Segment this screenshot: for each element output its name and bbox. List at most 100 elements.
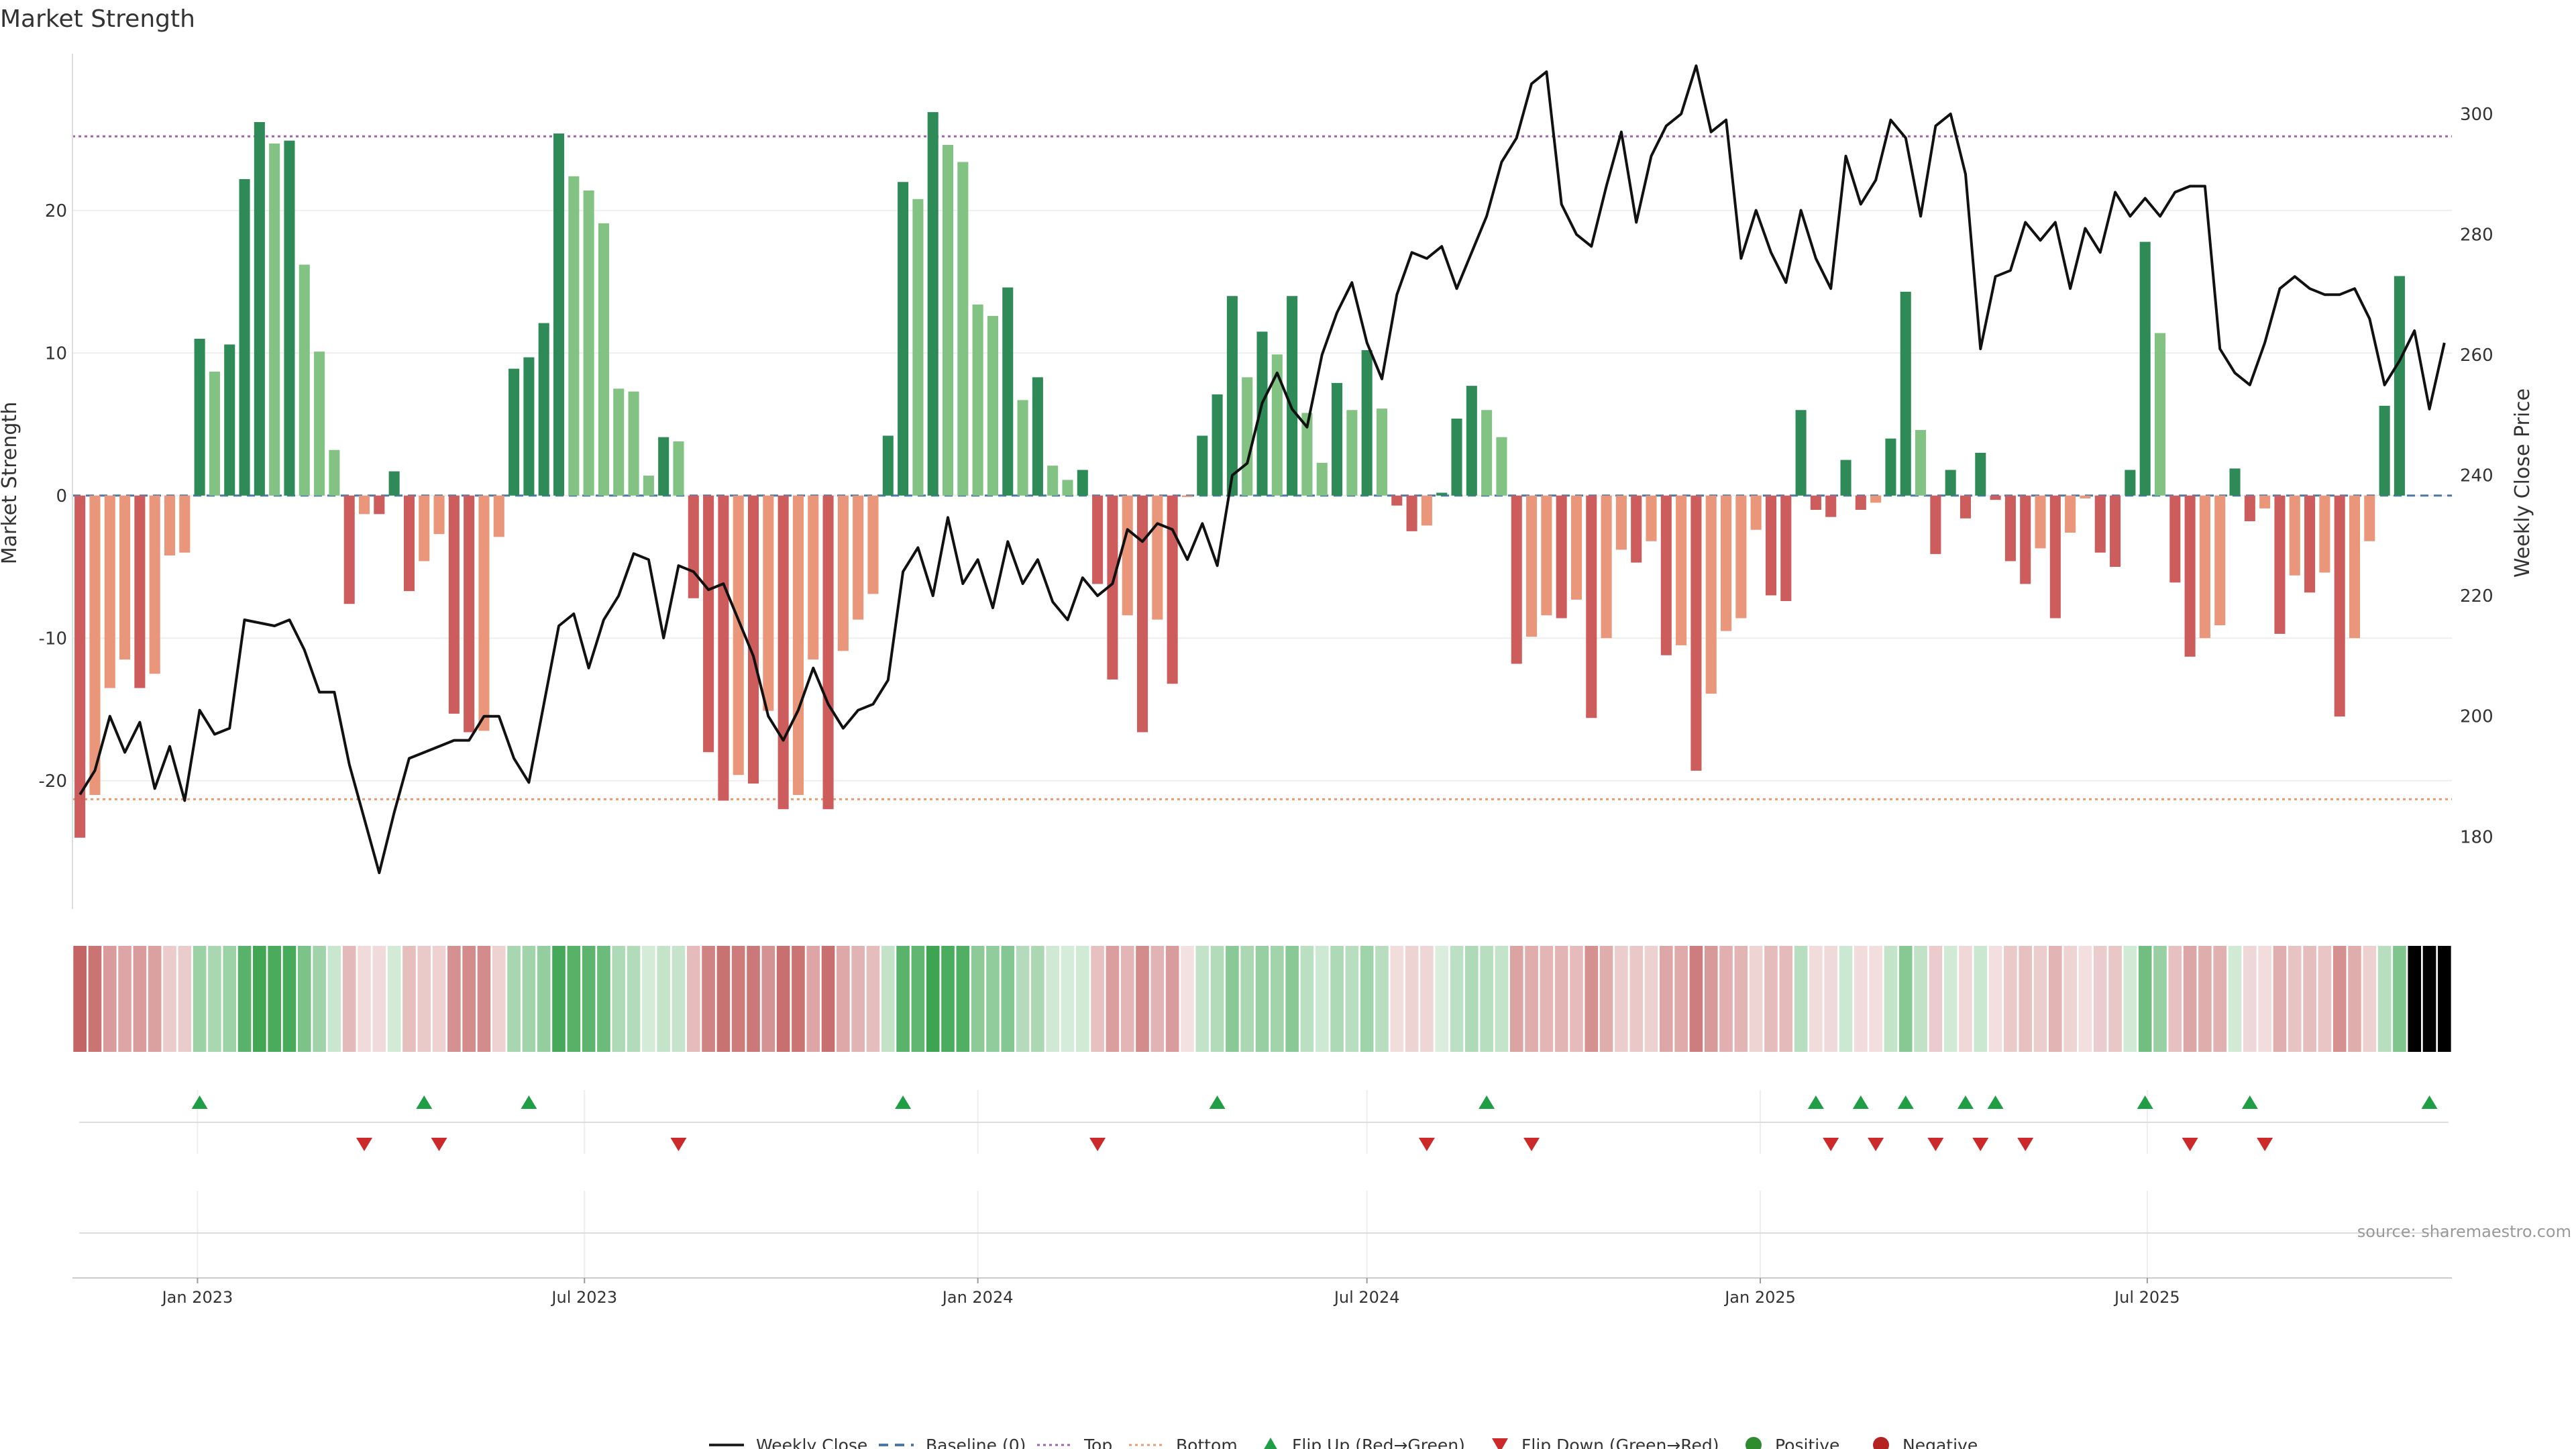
strength-bar	[1511, 495, 1522, 664]
strength-bar	[2244, 495, 2255, 521]
legend-swatch	[1746, 1437, 1762, 1449]
flip-down-marker	[1418, 1138, 1435, 1151]
strength-bar	[2259, 495, 2271, 508]
strength-bar	[448, 495, 460, 714]
strip-cell	[2228, 946, 2242, 1052]
strip-cell	[1075, 946, 1089, 1052]
legend-item: Weekly Close	[709, 1436, 867, 1449]
strip-cell	[1988, 946, 2002, 1052]
strength-bar	[1137, 495, 1148, 733]
strip-cell	[313, 946, 326, 1052]
strip-cell	[118, 946, 131, 1052]
strength-bar	[2004, 495, 2016, 561]
flip-up-marker	[1987, 1095, 2004, 1109]
strip-cell	[2183, 946, 2197, 1052]
strength-bar	[1361, 350, 1373, 496]
legend-swatch	[1264, 1438, 1277, 1449]
legend-item: Baseline (0)	[879, 1436, 1026, 1449]
strength-bars	[74, 112, 2405, 838]
legend-item: Top	[1037, 1436, 1112, 1449]
legend-label: Weekly Close	[756, 1436, 867, 1449]
strength-bar	[358, 495, 370, 515]
strength-bar	[1181, 495, 1193, 497]
y2-tick-label: 300	[2460, 105, 2493, 125]
strength-bar	[1017, 400, 1028, 496]
strip-cell	[2093, 946, 2107, 1052]
strip-cell	[522, 946, 536, 1052]
strip-cell	[1749, 946, 1763, 1052]
strength-bar	[1226, 296, 1238, 496]
strength-bar	[493, 495, 504, 537]
flip-down-marker	[1089, 1138, 1106, 1151]
strip-cell	[148, 946, 162, 1052]
strength-heat-strip	[73, 946, 2451, 1052]
strength-bar	[104, 495, 115, 688]
x-tick-label: Jul 2025	[2113, 1288, 2180, 1307]
strength-bar	[1271, 354, 1283, 496]
strip-cell	[1210, 946, 1224, 1052]
strength-bar	[1316, 462, 1328, 496]
strength-bar	[628, 391, 639, 496]
strip-cell	[1599, 946, 1613, 1052]
legend: Weekly Close Baseline (0) Top Bottom Flip Up…	[709, 1436, 1978, 1449]
strip-cell	[237, 946, 252, 1052]
strip-cell	[1974, 946, 1988, 1052]
strength-bar	[912, 199, 924, 496]
strength-bar	[1451, 419, 1462, 496]
y2-tick-label: 200	[2460, 707, 2493, 727]
strength-bar	[388, 471, 400, 496]
strength-bar	[343, 495, 355, 604]
strength-bar	[1406, 495, 1417, 531]
strip-cell	[282, 946, 297, 1052]
strength-bar	[1391, 495, 1403, 506]
strip-cell	[2348, 946, 2361, 1052]
strip-cell	[1689, 946, 1703, 1052]
strip-cell	[2108, 946, 2122, 1052]
strip-cell	[1435, 946, 1449, 1052]
strength-bar	[2364, 495, 2375, 541]
strength-bar	[2334, 495, 2345, 717]
strip-cell	[627, 946, 641, 1052]
strength-bar	[119, 495, 131, 660]
strip-cell	[103, 946, 117, 1052]
strip-cell	[73, 946, 87, 1052]
strip-cell	[492, 946, 506, 1052]
strip-cell	[208, 946, 221, 1052]
strength-bar	[1615, 495, 1627, 550]
strip-cell	[1480, 946, 1493, 1052]
strip-cell	[1390, 946, 1404, 1052]
strength-bar	[927, 112, 938, 496]
strip-cell	[837, 946, 850, 1052]
strength-bar	[1900, 291, 1911, 496]
strip-cell	[1734, 946, 1748, 1052]
strip-cell	[223, 946, 237, 1052]
strip-cell	[747, 946, 760, 1052]
strip-cell	[1240, 946, 1254, 1052]
strength-bar	[179, 495, 191, 553]
strip-cell	[1779, 946, 1793, 1052]
legend-item: Flip Down (Green→Red)	[1492, 1436, 1719, 1449]
strength-bar	[1346, 410, 1358, 496]
strength-bar	[747, 495, 759, 784]
legend-item: Bottom	[1129, 1436, 1238, 1449]
strength-bar	[1122, 495, 1133, 616]
strength-bar	[1287, 296, 1298, 496]
strip-cell	[2288, 946, 2302, 1052]
strip-cell	[1525, 946, 1538, 1052]
strength-bar	[2154, 333, 2166, 496]
flip-down-marker	[2017, 1138, 2034, 1151]
x-tick-label: Jul 2023	[550, 1288, 617, 1307]
strip-cell	[1091, 946, 1104, 1052]
strip-cell	[1450, 946, 1464, 1052]
strip-cell	[866, 946, 880, 1052]
strip-cell	[1554, 946, 1568, 1052]
strength-bar	[239, 179, 250, 496]
strip-cell	[1943, 946, 1957, 1052]
y-tick-label: -10	[39, 629, 67, 649]
strength-bar	[568, 176, 580, 496]
strength-bar	[508, 368, 520, 496]
strip-cell	[642, 946, 655, 1052]
strength-bar	[1002, 287, 1014, 496]
strength-bar	[1077, 470, 1088, 496]
price-line-layer	[78, 64, 2446, 875]
